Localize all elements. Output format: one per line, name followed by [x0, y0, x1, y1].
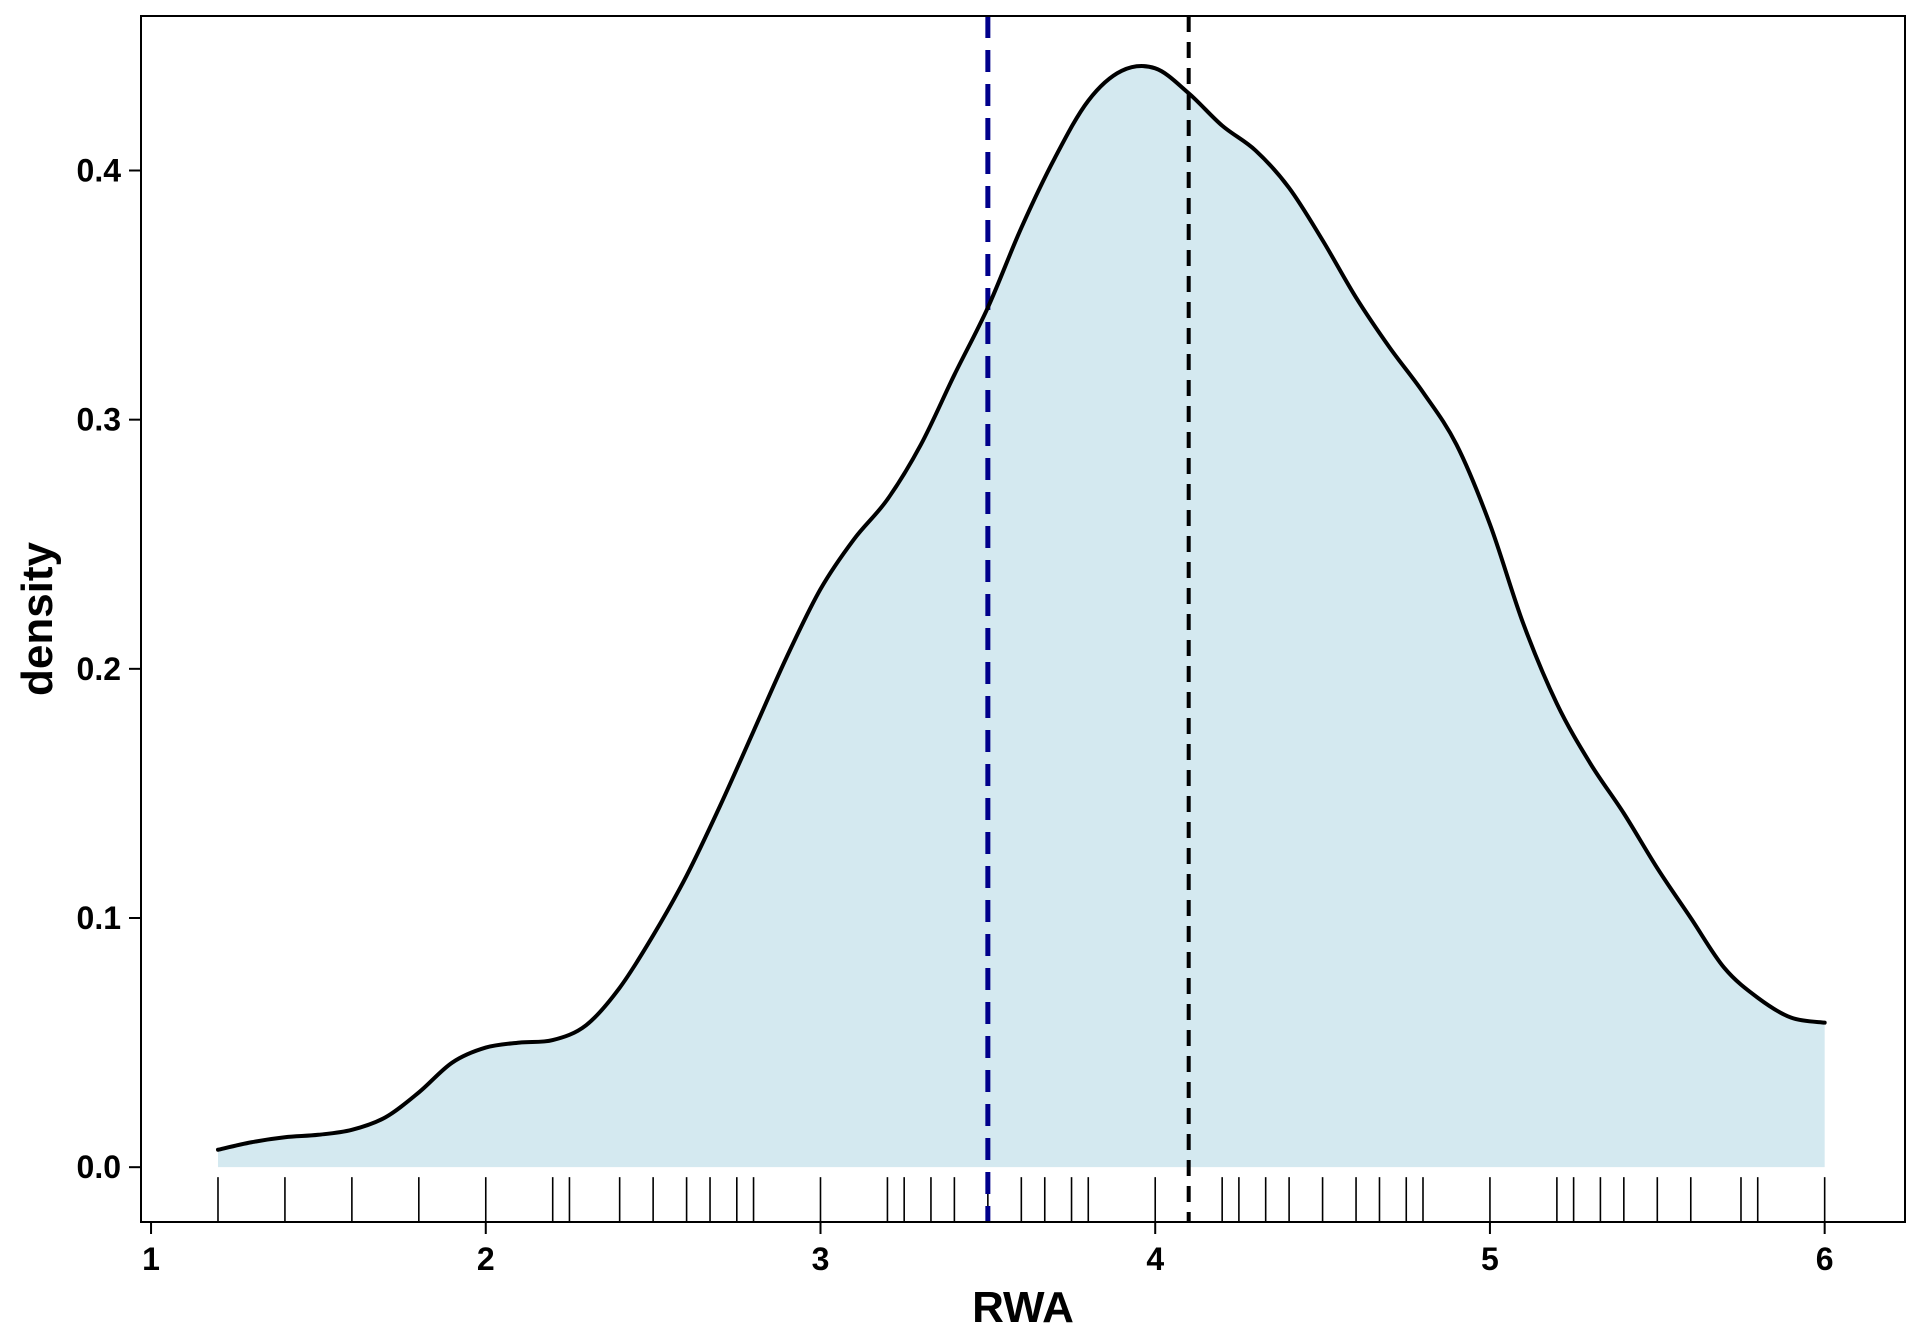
x-tick-label: 4: [1146, 1241, 1164, 1277]
density-curve-line: [215, 64, 1827, 1152]
density-fill-area: [217, 66, 1825, 1168]
y-axis-title: density: [13, 541, 62, 696]
y-tick-label: 0.3: [77, 402, 121, 438]
y-tick-label: 0.2: [77, 651, 121, 687]
y-tick-label: 0.0: [77, 1149, 121, 1185]
x-tick-label: 3: [812, 1241, 830, 1277]
x-tick-label: 6: [1816, 1241, 1834, 1277]
x-tick-label: 5: [1481, 1241, 1499, 1277]
x-tick-label: 1: [142, 1241, 160, 1277]
axes: 1 2 3 4 5 6 0.0 0.1 0.2 0.3 0.4: [77, 152, 1834, 1277]
plot-area: [215, 16, 1827, 1222]
y-tick-label: 0.4: [77, 152, 122, 188]
panel-border: [140, 15, 1906, 1223]
x-tick-label: 2: [477, 1241, 495, 1277]
x-axis-title: RWA: [972, 1283, 1074, 1332]
y-tick-label: 0.1: [77, 900, 121, 936]
